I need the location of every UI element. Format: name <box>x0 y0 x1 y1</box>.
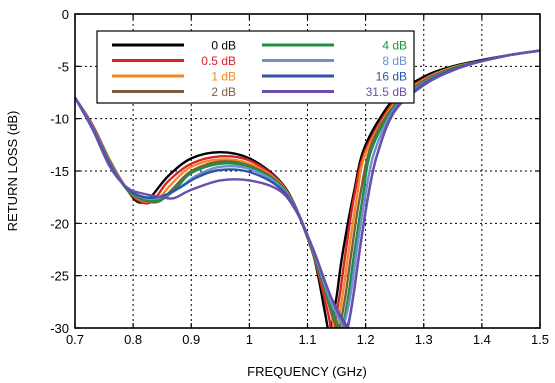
x-tick-label: 0.9 <box>182 332 200 347</box>
y-tick-label: 0 <box>62 7 69 22</box>
legend-label: 4 dB <box>382 39 407 53</box>
y-tick-label: -20 <box>50 216 69 231</box>
y-tick-label: -10 <box>50 112 69 127</box>
x-tick-label: 0.7 <box>66 332 84 347</box>
legend-label: 8 dB <box>382 54 407 68</box>
legend-label: 0 dB <box>211 39 236 53</box>
y-tick-labels: 0 -5 -10 -15 -20 -25 -30 <box>50 7 69 336</box>
x-axis-label: FREQUENCY (GHz) <box>247 364 367 379</box>
tick-marks <box>74 13 541 329</box>
y-tick-label: -25 <box>50 269 69 284</box>
legend-label: 16 dB <box>376 70 407 84</box>
y-tick-label: -30 <box>50 321 69 336</box>
legend-label: 2 dB <box>211 85 236 99</box>
legend-label: 1 dB <box>211 70 236 84</box>
legend-label: 31.5 dB <box>366 85 407 99</box>
series-layer <box>75 49 540 328</box>
x-tick-label: 1.4 <box>473 332 491 347</box>
x-tick-label: 1.5 <box>531 332 549 347</box>
x-tick-label: 1.1 <box>298 332 316 347</box>
x-tick-label: 0.8 <box>124 332 142 347</box>
y-tick-label: -15 <box>50 164 69 179</box>
x-tick-label: 1.2 <box>357 332 375 347</box>
y-axis-label: RETURN LOSS (dB) <box>5 111 20 232</box>
y-tick-label: -5 <box>57 59 69 74</box>
x-tick-labels: 0.7 0.8 0.9 1 1.1 1.2 1.3 1.4 1.5 <box>66 332 549 347</box>
legend-label: 0.5 dB <box>201 54 236 68</box>
x-tick-label: 1.3 <box>415 332 433 347</box>
series-line-7 <box>75 49 540 328</box>
x-tick-label: 1 <box>246 332 253 347</box>
